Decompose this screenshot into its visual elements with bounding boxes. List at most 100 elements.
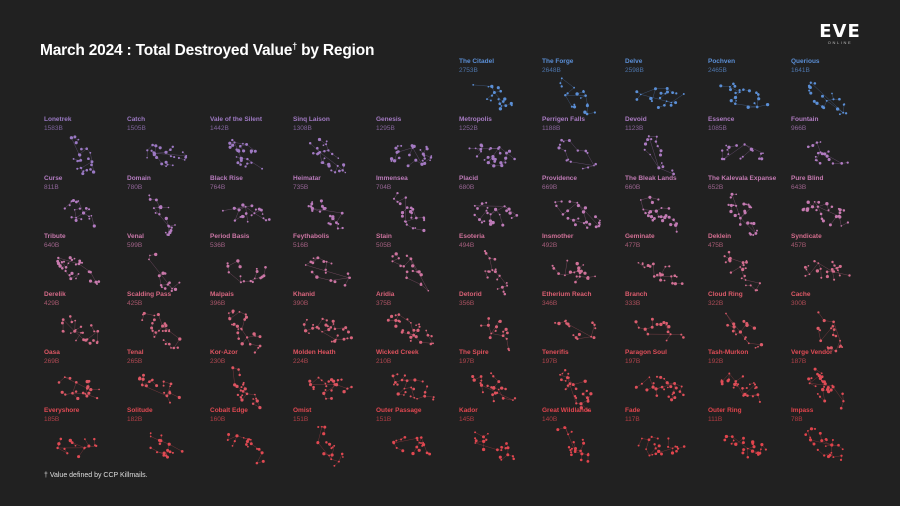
map-system [510,104,513,107]
map-system [261,213,264,215]
map-system [500,446,503,449]
map-system [754,231,758,235]
map-system [409,335,413,339]
map-system [432,342,434,345]
map-system [77,138,80,141]
map-system [503,292,507,296]
region-map-venal [148,252,181,293]
map-system [741,261,745,265]
map-link [316,276,331,281]
map-link [841,222,849,227]
region-name: Tenal [127,349,144,356]
map-system [315,275,319,279]
map-system [815,101,819,105]
map-system [584,220,589,224]
map-system [568,325,571,328]
region-map-insmother [551,259,596,284]
region-the-forge: The Forge 2648B [542,58,626,116]
map-system [235,434,239,438]
map-system [320,204,324,208]
map-system [235,156,238,158]
map-system [398,320,402,323]
map-system [502,330,505,333]
map-link [750,285,756,291]
map-system [582,264,585,266]
map-system [490,332,493,335]
map-system [247,445,249,448]
region-value: 652B [708,184,724,191]
region-name: Cloud Ring [708,291,743,298]
map-system [747,89,751,93]
map-system [170,226,173,229]
map-system [168,230,172,235]
map-system [567,139,571,142]
map-system [474,147,477,150]
region-name: Geminate [625,233,655,240]
map-link [809,383,816,387]
map-system [665,381,669,385]
map-system [67,262,70,265]
map-system [818,395,822,398]
region-map-syndicate [803,259,851,281]
map-system [813,201,816,203]
map-system [582,90,585,93]
region-map-tash-murkon [720,372,761,403]
region-curse: Curse 811B [44,175,128,233]
region-map-oasa [57,376,100,401]
map-system [164,231,167,234]
region-scalding-pass: Scalding Pass 425B [127,291,211,350]
map-link [319,152,338,167]
map-system [231,445,234,447]
map-system [415,324,417,327]
map-system [155,451,159,454]
map-system [325,260,328,263]
map-system [423,154,426,157]
map-link [648,136,660,168]
map-link [499,275,508,286]
region-value: 197B [542,358,558,365]
map-system [239,158,243,163]
map-system [758,400,761,403]
map-system [512,457,515,461]
map-system [152,207,155,210]
map-link [247,158,263,169]
map-system [559,82,562,85]
map-system [85,168,89,172]
map-system [349,336,353,340]
map-system [805,268,808,271]
map-system [169,401,171,404]
map-system [235,148,238,151]
map-system [149,446,152,450]
region-the-kalevala-expanse: The Kalevala Expanse 652B [708,175,792,236]
region-value: 265B [127,358,143,365]
map-system [336,379,340,382]
map-system [841,346,844,349]
map-system [499,89,502,93]
map-system [738,330,742,334]
region-name: Essence [708,116,735,123]
map-system [318,210,322,213]
map-system [674,101,678,105]
map-system [656,105,660,110]
region-name: Tenerifis [542,349,569,356]
footnote: † Value defined by CCP Killmails. [44,472,148,479]
map-system [823,399,827,403]
map-system [415,445,419,449]
map-link [91,215,95,227]
map-system [412,387,416,391]
map-link [565,95,573,107]
map-system [310,202,314,206]
map-system [324,268,327,272]
map-system [733,213,737,218]
map-system [417,448,421,452]
map-link [826,100,844,113]
map-system [260,451,264,455]
map-link [824,320,834,323]
region-value: 966B [791,125,807,132]
map-link [835,340,841,352]
map-system [573,103,576,106]
map-system [575,402,578,405]
map-system [671,281,674,285]
region-value: 1505B [127,125,146,132]
map-system [96,329,100,333]
